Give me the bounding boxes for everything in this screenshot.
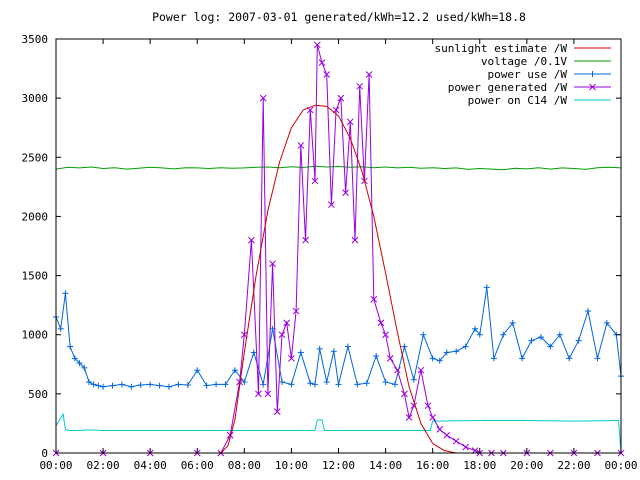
cross-marker — [292, 307, 300, 315]
cross-marker — [255, 390, 262, 398]
series-0 — [56, 104, 621, 454]
chart-title: Power log: 2007-03-01 generated/kWh=12.2… — [152, 10, 526, 24]
cross-marker — [302, 236, 309, 244]
cross-marker — [452, 437, 460, 445]
y-tick-label: 1500 — [22, 270, 49, 283]
cross-marker — [386, 355, 394, 362]
cross-marker — [443, 431, 451, 439]
x-tick-label: 14:00 — [369, 459, 402, 472]
cross-marker — [264, 390, 272, 398]
cross-marker — [417, 366, 425, 374]
cross-marker — [377, 319, 385, 327]
y-tick-label: 3500 — [22, 33, 49, 46]
cross-marker — [328, 201, 335, 208]
cross-marker — [405, 414, 413, 421]
cross-marker — [248, 236, 255, 244]
cross-marker — [462, 443, 469, 451]
legend-label: power use /W — [488, 68, 568, 81]
y-tick-label: 2000 — [22, 210, 49, 223]
legend-label: power on C14 /W — [468, 94, 568, 107]
x-tick-label: 22:00 — [557, 459, 590, 472]
cross-marker — [311, 177, 319, 185]
cross-marker — [273, 408, 281, 415]
cross-marker — [356, 82, 364, 90]
y-tick-label: 3000 — [22, 92, 49, 105]
cross-marker — [269, 260, 276, 268]
series-2 — [53, 284, 624, 390]
series-line — [55, 287, 622, 388]
cross-marker — [313, 41, 321, 49]
series-line — [55, 412, 622, 454]
cross-marker — [323, 71, 331, 78]
cross-marker — [306, 106, 314, 114]
cross-marker — [365, 71, 373, 78]
cross-marker — [394, 366, 401, 374]
x-tick-label: 12:00 — [322, 459, 355, 472]
ticks-layer: 00:00 02:00 04:00 06:00 08:00 10:00 12:00 14:00… — [22, 33, 638, 472]
x-tick-label: 16:00 — [416, 459, 449, 472]
series-1 — [55, 165, 622, 171]
cross-marker — [346, 118, 354, 126]
x-tick-label: 00:00 — [39, 459, 72, 472]
series-line — [56, 104, 621, 454]
x-tick-label: 10:00 — [275, 459, 308, 472]
cross-marker — [382, 331, 389, 339]
x-tick-label: 04:00 — [134, 459, 167, 472]
x-tick-label: 08:00 — [228, 459, 261, 472]
cross-marker — [297, 142, 305, 149]
series-line — [56, 44, 621, 454]
legend-label: power generated /W — [448, 81, 568, 94]
legend-label: voltage /0.1V — [481, 55, 567, 68]
cross-marker — [589, 83, 596, 91]
y-tick-label: 500 — [28, 388, 48, 401]
cross-marker — [283, 319, 291, 327]
cross-marker — [436, 425, 444, 433]
series-line — [55, 165, 622, 171]
cross-marker — [342, 189, 349, 197]
x-tick-label: 02:00 — [87, 459, 120, 472]
y-tick-label: 2500 — [22, 151, 49, 164]
x-tick-label: 06:00 — [181, 459, 214, 472]
cross-marker — [288, 355, 295, 362]
cross-marker — [236, 378, 243, 386]
cross-marker — [226, 431, 234, 439]
cross-marker — [410, 402, 418, 410]
cross-marker — [259, 94, 267, 102]
x-tick-label: 00:00 — [604, 459, 637, 472]
x-tick-label: 20:00 — [510, 459, 543, 472]
legend-label: sunlight estimate /W — [435, 42, 568, 55]
cross-marker — [370, 295, 378, 303]
cross-marker — [351, 236, 359, 244]
cross-marker — [429, 414, 437, 421]
cross-marker — [278, 331, 286, 339]
x-tick-label: 18:00 — [463, 459, 496, 472]
cross-marker — [337, 94, 345, 102]
cross-marker — [424, 402, 432, 410]
cross-marker — [240, 331, 248, 339]
cross-marker — [401, 390, 408, 398]
y-tick-label: 1000 — [22, 329, 49, 342]
y-tick-label: 0 — [41, 447, 48, 460]
series-4 — [55, 412, 622, 454]
cross-marker — [318, 59, 326, 67]
